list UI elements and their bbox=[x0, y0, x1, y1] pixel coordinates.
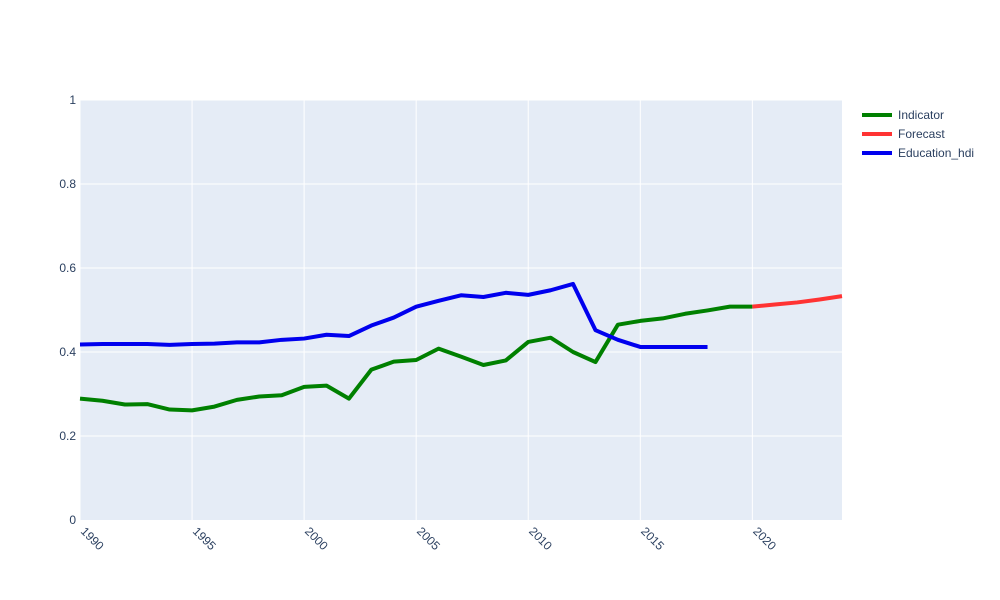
legend-item-forecast[interactable]: Forecast bbox=[862, 127, 945, 141]
series-line-indicator bbox=[79, 304, 753, 413]
y-tick-label: 0.8 bbox=[59, 177, 76, 191]
legend[interactable]: Indicator Forecast Education_hdi bbox=[862, 108, 974, 160]
x-tick-label: 2005 bbox=[414, 524, 443, 553]
series-line-education-hdi bbox=[79, 281, 708, 349]
x-axis: 1990 1995 2000 2005 2010 2015 2020 bbox=[78, 524, 779, 553]
y-tick-label: 0.6 bbox=[59, 261, 76, 275]
series-line-forecast bbox=[752, 294, 843, 309]
y-tick-label: 0.4 bbox=[59, 345, 76, 359]
x-tick-label: 2015 bbox=[638, 524, 667, 553]
legend-label: Education_hdi bbox=[898, 146, 974, 160]
legend-item-education-hdi[interactable]: Education_hdi bbox=[862, 146, 974, 160]
x-tick-label: 2020 bbox=[750, 524, 779, 553]
series-layer bbox=[79, 281, 843, 413]
y-axis: 0 0.2 0.4 0.6 0.8 1 bbox=[59, 93, 76, 527]
legend-item-indicator[interactable]: Indicator bbox=[862, 108, 944, 122]
y-tick-label: 1 bbox=[69, 93, 76, 107]
x-tick-label: 2010 bbox=[526, 524, 555, 553]
y-tick-label: 0.2 bbox=[59, 429, 76, 443]
plot-background bbox=[80, 100, 842, 520]
y-tick-label: 0 bbox=[69, 513, 76, 527]
legend-label: Forecast bbox=[898, 127, 945, 141]
legend-label: Indicator bbox=[898, 108, 944, 122]
grid bbox=[79, 99, 842, 520]
x-tick-label: 1990 bbox=[78, 524, 107, 553]
x-tick-label: 2000 bbox=[302, 524, 331, 553]
x-tick-label: 1995 bbox=[190, 524, 219, 553]
